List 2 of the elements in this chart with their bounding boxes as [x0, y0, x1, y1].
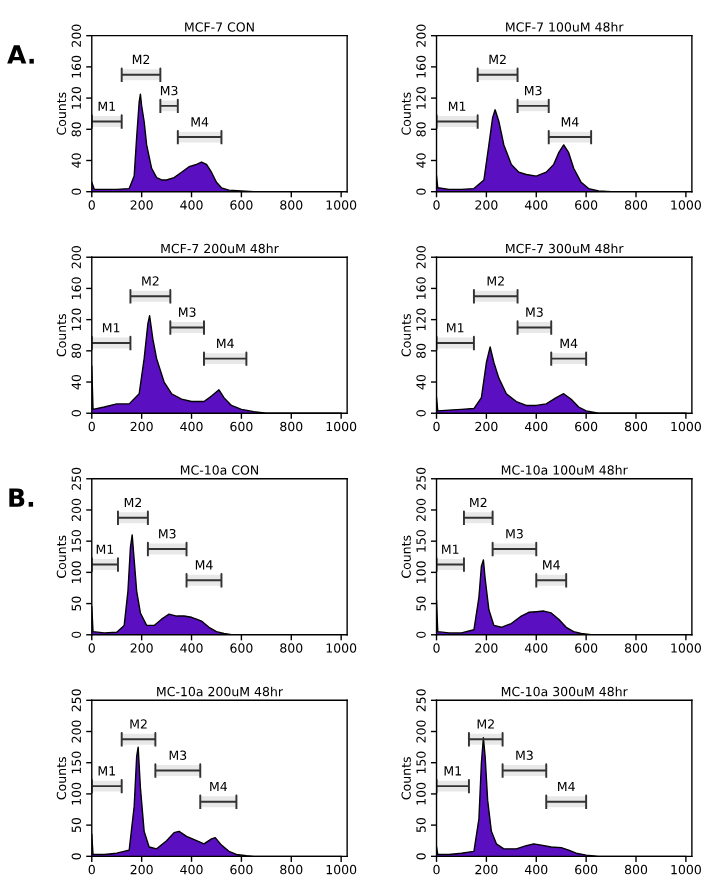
text: A. — [7, 45, 34, 64]
text: B. — [9, 488, 34, 507]
